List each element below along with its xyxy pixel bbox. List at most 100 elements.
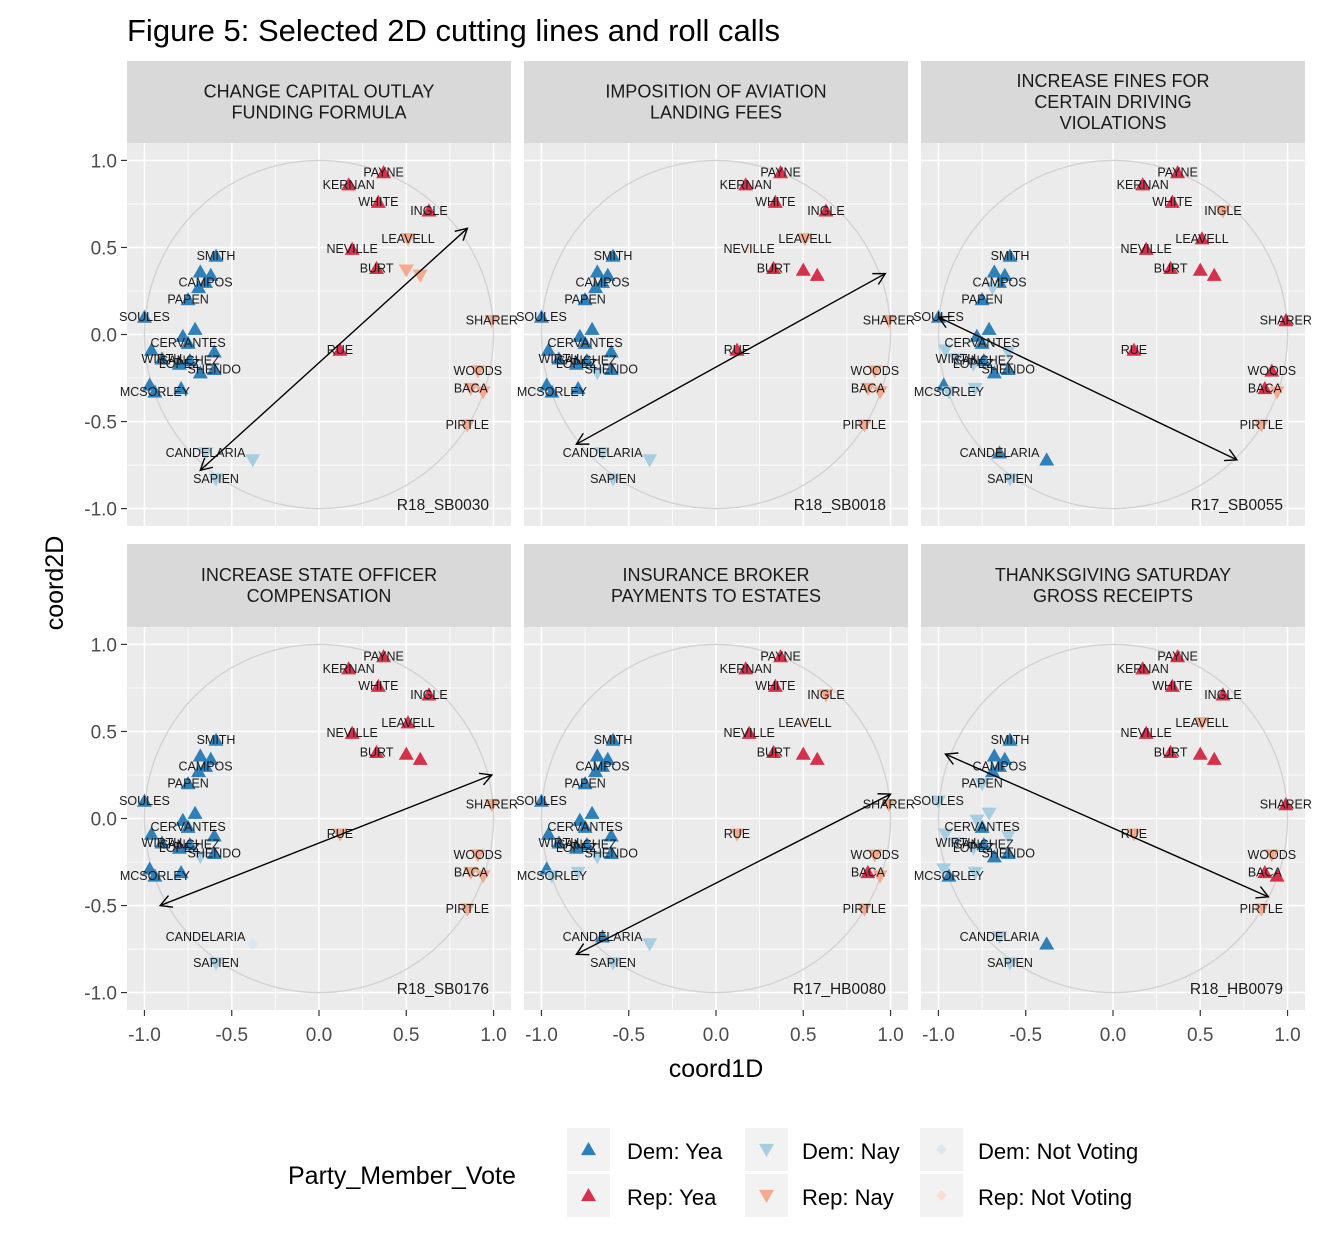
legend-label: Rep: Yea (627, 1185, 717, 1210)
arrowhead (1223, 448, 1239, 462)
legislator-label: INGLE (1204, 204, 1242, 218)
legislator-label: BACA (851, 865, 886, 879)
vote-point-dem-nay (967, 866, 983, 880)
vote-point-rep-yea (1138, 725, 1154, 739)
vote-point-dem-yea (974, 335, 990, 349)
vote-point-rep-nay (1253, 903, 1269, 917)
legislator-label: WOODS (454, 364, 503, 378)
legend-item: Rep: Nay (745, 1174, 894, 1217)
y-tick-label: 1.0 (91, 635, 117, 656)
vote-point-rep-yea (412, 751, 428, 765)
vote-point-rep-nay (872, 870, 888, 884)
vote-point-dem-nay (948, 353, 964, 367)
vote-point-dem-yea (1002, 732, 1018, 746)
vote-point-rep-yea (1278, 797, 1294, 811)
arrowhead (199, 457, 214, 472)
vote-point-dem-yea (981, 321, 997, 335)
legend-item: Dem: Not Voting (920, 1128, 1138, 1171)
vote-point-rep-nay (856, 903, 872, 917)
arrowhead (877, 793, 892, 806)
vote-point-dem-yea (584, 805, 600, 819)
legislator-label: INGLE (410, 688, 448, 702)
vote-point-dem-yea (198, 274, 214, 288)
vote-point-dem-nay (570, 866, 586, 880)
points (136, 165, 500, 487)
x-tick-label: -1.0 (128, 1025, 161, 1046)
legislator-label: SMITH (197, 733, 236, 747)
vote-point-rep-yea (1264, 363, 1280, 377)
vote-point-rep-yea (773, 649, 789, 663)
vote-point-rep-yea (421, 687, 437, 701)
vote-point-rep-yea (1126, 342, 1142, 356)
vote-point-dem-yea (187, 321, 203, 335)
legislator-label: RUE (724, 827, 750, 841)
y-tick-label: -1.0 (84, 500, 117, 521)
vote-point-rep-nay (856, 419, 872, 433)
legislator-label: WHITE (1152, 195, 1192, 209)
cutting-line (576, 793, 891, 955)
legislator-label: SANCHEZ (557, 354, 617, 368)
vote-point-rep-nay (867, 849, 883, 863)
vote-point-rep-yea (773, 165, 789, 179)
vote-point-dem-nay (1002, 473, 1018, 487)
vote-point-rep-nay (1253, 419, 1269, 433)
legislator-label: PAPEN (564, 293, 605, 307)
vote-point-rep-nay (1126, 828, 1142, 842)
vote-point-dem-yea (603, 361, 619, 375)
legislator-label: LOPEZ (556, 357, 597, 371)
vote-point-rep-nay (412, 269, 428, 283)
legislator-label: NEVILLE (1120, 726, 1171, 740)
vote-point-rep-yea (1192, 262, 1208, 276)
vote-point-dem-yea (206, 344, 222, 358)
facet-title: VIOLATIONS (1060, 113, 1167, 133)
legislator-label: PAYNE (760, 166, 801, 180)
legislator-label: CERVANTES (547, 336, 622, 350)
legislator-label: WOODS (851, 848, 900, 862)
legislator-label: WIRTH (539, 352, 580, 366)
legend-label: Dem: Not Voting (978, 1139, 1138, 1164)
legend: Party_Member_Vote Dem: Yea Dem: Nay Dem: N… (288, 1128, 1138, 1217)
vote-point-rep-yea (398, 746, 414, 760)
vote-point-dem-yea (588, 763, 604, 778)
legislator-label: BURT (757, 261, 791, 275)
facet-strip (524, 61, 908, 143)
y-tick-label: 0.0 (91, 810, 117, 831)
rollcall-id: R17_HB0080 (793, 981, 886, 998)
vote-point-dem-yea (579, 353, 595, 367)
x-tick-label: -0.5 (1009, 1025, 1042, 1046)
unit-circle (937, 159, 1289, 510)
vote-point-dem-yea (605, 248, 621, 262)
legislator-label: CANDELARIA (166, 446, 247, 460)
legislator-label: INGLE (807, 204, 845, 218)
x-tick-label: -1.0 (922, 1025, 955, 1046)
vote-point-rep-yea (1269, 868, 1285, 882)
x-tick-label: -1.0 (525, 1025, 558, 1046)
cutting-line (945, 753, 1269, 898)
vote-point-dem-yea (588, 279, 604, 294)
vote-point-dem-yea (589, 748, 605, 762)
vote-point-dem-nay (965, 358, 981, 372)
arrowhead (575, 943, 590, 956)
legislator-label: PAYNE (363, 166, 404, 180)
legislator-label: SAPIEN (987, 472, 1033, 486)
facet-strip (127, 61, 511, 143)
legislator-label: PIRTLE (843, 418, 887, 432)
y-tick-label: -0.5 (84, 413, 117, 434)
vote-point-dem-yea (154, 351, 170, 365)
legend-symbol (581, 1188, 596, 1202)
vote-point-dem-yea (941, 868, 957, 882)
vote-point-dem-yea (533, 309, 549, 323)
vote-point-rep-nay (398, 264, 414, 278)
vote-point-rep-yea (741, 725, 757, 739)
vote-point-rep-nay (1264, 849, 1280, 863)
legend-label: Dem: Yea (627, 1139, 723, 1164)
cutting-line (199, 227, 468, 471)
legislator-label: SHARER (466, 314, 518, 328)
legislator-label: BURT (1154, 745, 1188, 759)
vote-point-rep-yea (1257, 380, 1273, 395)
legislator-label: NEVILLE (326, 242, 377, 256)
legislator-label: WIRTH (936, 352, 977, 366)
legislator-label: LEAVELL (1175, 232, 1228, 246)
vote-point-rep-yea (376, 649, 392, 663)
